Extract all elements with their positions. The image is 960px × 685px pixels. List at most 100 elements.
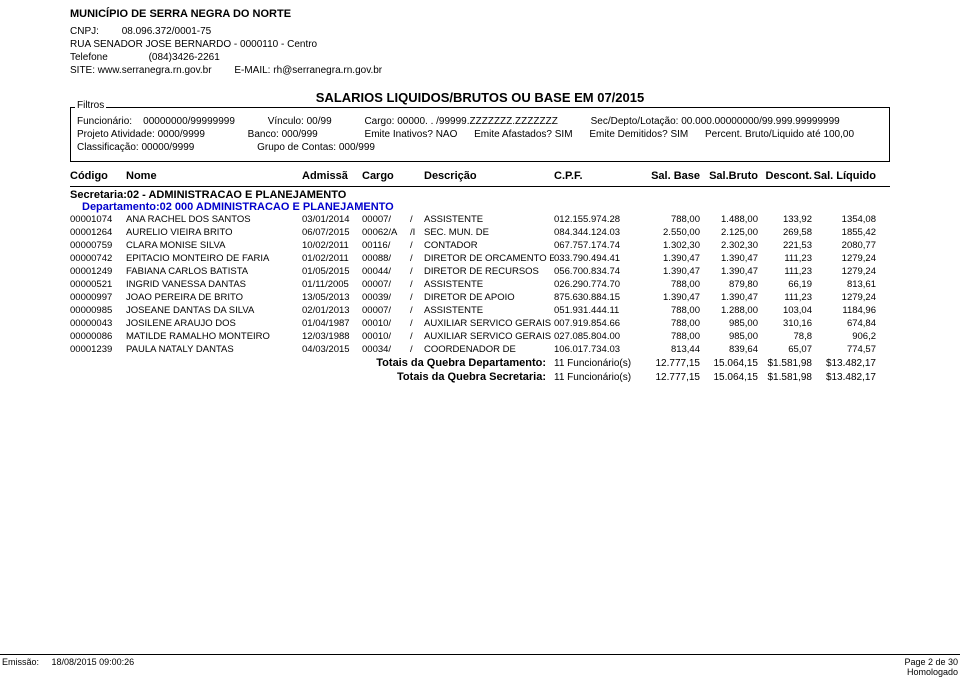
totals-dept-liq: $13.482,17 bbox=[812, 358, 876, 369]
cell-slash: / bbox=[410, 266, 424, 277]
totals-sec-func: 11 Funcionário(s) bbox=[554, 372, 642, 383]
cell-cargo: 00007/ bbox=[362, 279, 410, 290]
cell-liquido: 1279,24 bbox=[812, 266, 876, 277]
telefone-line: Telefone (084)3426-2261 bbox=[70, 52, 890, 63]
totals-sec-liq: $13.482,17 bbox=[812, 372, 876, 383]
report-title: SALARIOS LIQUIDOS/BRUTOS OU BASE EM 07/2… bbox=[0, 90, 960, 105]
table-header: Código Nome Admissã Cargo Descrição C.P.… bbox=[70, 166, 890, 187]
totals-sec-label: Totais da Quebra Secretaria: bbox=[70, 371, 554, 383]
grupo-value: 000/999 bbox=[339, 142, 375, 153]
cell-liquido: 1279,24 bbox=[812, 292, 876, 303]
percent-label: Percent. Bruto/Liquido até bbox=[705, 129, 821, 140]
cell-cargo: 00044/ bbox=[362, 266, 410, 277]
cell-slash: / bbox=[410, 214, 424, 225]
totals-dept-label: Totais da Quebra Departamento: bbox=[70, 357, 554, 369]
cell-codigo: 00000759 bbox=[70, 240, 126, 251]
cell-descricao: ASSISTENTE bbox=[424, 214, 554, 225]
site-value: www.serranegra.rn.gov.br bbox=[98, 65, 212, 76]
cell-nome: JOAO PEREIRA DE BRITO bbox=[126, 292, 302, 303]
cell-slash: / bbox=[410, 253, 424, 264]
cell-bruto: 1.390,47 bbox=[700, 292, 758, 303]
cell-cpf: 012.155.974.28 bbox=[554, 214, 642, 225]
inativos-value: NAO bbox=[436, 129, 458, 140]
cell-admissao: 06/07/2015 bbox=[302, 227, 362, 238]
cell-descricao: ASSISTENTE bbox=[424, 279, 554, 290]
cell-descont: 65,07 bbox=[758, 344, 812, 355]
cell-base: 788,00 bbox=[642, 331, 700, 342]
cell-admissao: 13/05/2013 bbox=[302, 292, 362, 303]
cell-cpf: 875.630.884.15 bbox=[554, 292, 642, 303]
cell-bruto: 985,00 bbox=[700, 331, 758, 342]
cell-cpf: 106.017.734.03 bbox=[554, 344, 642, 355]
th-descricao: Descrição bbox=[424, 170, 554, 182]
filtros-legend: Filtros bbox=[75, 100, 106, 111]
cell-nome: AURELIO VIEIRA BRITO bbox=[126, 227, 302, 238]
class-label: Classificação: bbox=[77, 142, 139, 153]
cell-admissao: 03/01/2014 bbox=[302, 214, 362, 225]
sec-value: 00.000.00000000/99.999.99999999 bbox=[681, 116, 840, 127]
cell-descricao: AUXILIAR SERVICO GERAIS bbox=[424, 318, 554, 329]
municipio-title: MUNICÍPIO DE SERRA NEGRA DO NORTE bbox=[70, 8, 890, 20]
cell-base: 788,00 bbox=[642, 318, 700, 329]
cell-nome: MATILDE RAMALHO MONTEIRO bbox=[126, 331, 302, 342]
cell-liquido: 774,57 bbox=[812, 344, 876, 355]
cell-admissao: 10/02/2011 bbox=[302, 240, 362, 251]
cell-base: 1.302,30 bbox=[642, 240, 700, 251]
cell-slash: / bbox=[410, 279, 424, 290]
cell-slash: / bbox=[410, 344, 424, 355]
totals-sec-row: Totais da Quebra Secretaria: 11 Funcioná… bbox=[70, 370, 890, 384]
departamento-line: Departamento:02 000 ADMINISTRACAO E PLAN… bbox=[70, 201, 890, 213]
cnpj-value: 08.096.372/0001-75 bbox=[122, 26, 212, 37]
cell-cpf: 027.085.804.00 bbox=[554, 331, 642, 342]
site-label: SITE: bbox=[70, 65, 95, 76]
cell-base: 2.550,00 bbox=[642, 227, 700, 238]
email-value: rh@serranegra.rn.gov.br bbox=[273, 65, 382, 76]
cell-bruto: 1.390,47 bbox=[700, 266, 758, 277]
cnpj-line: CNPJ: 08.096.372/0001-75 bbox=[70, 26, 890, 37]
cell-admissao: 04/03/2015 bbox=[302, 344, 362, 355]
filtros-row-2: Projeto Atividade: 0000/9999 Banco: 000/… bbox=[77, 129, 883, 140]
cell-cargo: 00010/ bbox=[362, 318, 410, 329]
table-row: 00001264AURELIO VIEIRA BRITO06/07/201500… bbox=[70, 226, 890, 239]
cell-codigo: 00001074 bbox=[70, 214, 126, 225]
cell-descont: 111,23 bbox=[758, 253, 812, 264]
site-line: SITE: www.serranegra.rn.gov.br E-MAIL: r… bbox=[70, 65, 890, 76]
page-number: Page 2 de 30 bbox=[904, 657, 958, 667]
cell-descricao: DIRETOR DE APOIO bbox=[424, 292, 554, 303]
table-row: 00001239PAULA NATALY DANTAS04/03/2015000… bbox=[70, 343, 890, 356]
totals-wrap: Totais da Quebra Departamento: 11 Funcio… bbox=[70, 356, 890, 384]
cell-descont: 310,16 bbox=[758, 318, 812, 329]
footer-right: Page 2 de 30 Homologado bbox=[904, 657, 958, 677]
cell-nome: FABIANA CARLOS BATISTA bbox=[126, 266, 302, 277]
footer-emissao: Emissão: 18/08/2015 09:00:26 bbox=[2, 657, 134, 677]
cell-descont: 111,23 bbox=[758, 292, 812, 303]
funcionario-value: 00000000/99999999 bbox=[143, 116, 235, 127]
demitidos-value: SIM bbox=[670, 129, 688, 140]
cell-slash: /I bbox=[410, 227, 424, 238]
table-row: 00001074ANA RACHEL DOS SANTOS03/01/20140… bbox=[70, 213, 890, 226]
emissao-value: 18/08/2015 09:00:26 bbox=[52, 657, 135, 667]
cell-cargo: 00116/ bbox=[362, 240, 410, 251]
cell-codigo: 00000521 bbox=[70, 279, 126, 290]
footer-status: Homologado bbox=[907, 667, 958, 677]
cell-codigo: 00001239 bbox=[70, 344, 126, 355]
th-base: Sal. Base bbox=[642, 170, 700, 182]
cell-slash: / bbox=[410, 318, 424, 329]
inativos-label: Emite Inativos? bbox=[365, 129, 433, 140]
cell-bruto: 2.302,30 bbox=[700, 240, 758, 251]
cell-cargo: 00062/A bbox=[362, 227, 410, 238]
cell-slash: / bbox=[410, 305, 424, 316]
cell-descricao: SEC. MUN. DE bbox=[424, 227, 554, 238]
cell-descont: 66,19 bbox=[758, 279, 812, 290]
cell-nome: INGRID VANESSA DANTAS bbox=[126, 279, 302, 290]
cell-bruto: 1.390,47 bbox=[700, 253, 758, 264]
cell-nome: EPITACIO MONTEIRO DE FARIA bbox=[126, 253, 302, 264]
totals-dept-base: 12.777,15 bbox=[642, 358, 700, 369]
cell-bruto: 1.488,00 bbox=[700, 214, 758, 225]
demitidos-label: Emite Demitidos? bbox=[589, 129, 667, 140]
cell-codigo: 00000043 bbox=[70, 318, 126, 329]
cell-codigo: 00001264 bbox=[70, 227, 126, 238]
cell-bruto: 1.288,00 bbox=[700, 305, 758, 316]
cell-base: 788,00 bbox=[642, 279, 700, 290]
th-descont: Descont. bbox=[758, 170, 812, 182]
